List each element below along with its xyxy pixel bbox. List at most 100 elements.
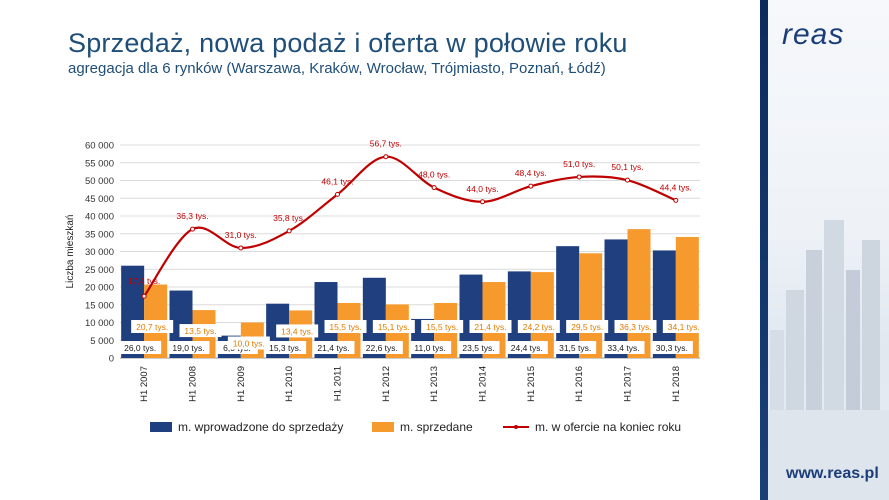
data-label-new-supply: 11,0 tys. <box>414 343 446 353</box>
point-offer <box>190 226 195 232</box>
label-box-new-supply <box>360 341 403 354</box>
data-label-offer: 31,0 tys. <box>225 230 257 240</box>
x-tick-label: H1 2018 <box>671 366 682 402</box>
data-label-offer: 46,1 tys. <box>321 176 353 186</box>
y-axis-title: Liczba mieszkań <box>65 215 76 289</box>
x-tick-label: H1 2012 <box>381 366 392 402</box>
data-label-sold: 29,5 tys. <box>571 322 603 332</box>
x-tick-label: H1 2015 <box>526 366 537 402</box>
legend-swatch-sold <box>372 422 394 432</box>
data-label-new-supply: 30,3 tys. <box>656 343 688 353</box>
label-box-sold <box>227 336 270 350</box>
data-label-sold: 13,4 tys. <box>281 326 313 336</box>
point-offer <box>238 245 244 251</box>
label-box-new-supply <box>264 341 307 354</box>
label-box-new-supply <box>167 341 210 354</box>
legend-label-new-supply: m. wprowadzone do sprzedaży <box>178 420 344 434</box>
y-tick-label: 45 000 <box>85 194 114 205</box>
legend-item-new-supply: m. wprowadzone do sprzedaży <box>150 420 343 434</box>
y-tick-label: 40 000 <box>85 212 114 223</box>
bar-new-supply <box>362 277 386 358</box>
slide-subtitle: agregacja dla 6 rynków (Warszawa, Kraków… <box>68 60 606 77</box>
data-label-offer: 56,7 tys. <box>370 139 402 149</box>
x-tick-label: H1 2008 <box>188 366 199 402</box>
label-box-sold <box>566 320 609 333</box>
website-url: www.reas.pl <box>786 465 879 482</box>
data-label-new-supply: 19,0 tys. <box>172 343 204 353</box>
label-box-new-supply <box>409 341 452 354</box>
legend-item-offer: m. w ofercie na koniec roku <box>503 420 681 434</box>
data-label-new-supply: 22,6 tys. <box>366 343 398 353</box>
point-offer <box>480 199 485 205</box>
label-box-sold <box>469 320 512 333</box>
y-tick-label: 30 000 <box>85 247 114 258</box>
reas-logo: reas <box>782 18 845 51</box>
label-box-sold <box>517 320 560 333</box>
data-label-sold: 15,5 tys. <box>329 322 361 332</box>
data-label-offer: 50,1 tys. <box>611 162 643 172</box>
bar-new-supply <box>507 271 531 358</box>
label-box-new-supply <box>119 341 162 354</box>
label-box-sold <box>324 320 367 333</box>
side-accent-bar <box>760 0 768 500</box>
data-label-new-supply: 24,4 tys. <box>511 343 543 353</box>
data-label-new-supply: 31,5 tys. <box>559 343 591 353</box>
data-label-sold: 10,0 tys. <box>233 339 265 349</box>
y-tick-label: 15 000 <box>85 300 114 311</box>
point-offer <box>383 154 389 160</box>
bar-sold <box>675 236 699 358</box>
y-tick-label: 25 000 <box>85 265 114 276</box>
data-label-sold: 36,3 tys. <box>619 322 651 332</box>
bar-new-supply <box>604 239 628 358</box>
data-label-new-supply: 26,0 tys. <box>124 343 156 353</box>
label-box-sold <box>614 320 657 333</box>
legend-swatch-new-supply <box>150 422 172 432</box>
data-label-sold: 24,2 tys. <box>523 322 555 332</box>
y-tick-label: 10 000 <box>85 318 114 329</box>
legend-swatch-offer <box>503 422 529 432</box>
label-box-new-supply <box>312 341 355 354</box>
point-offer <box>528 183 534 189</box>
x-tick-label: H1 2017 <box>623 366 634 402</box>
y-tick-label: 5 000 <box>90 336 114 347</box>
label-box-sold <box>131 320 174 333</box>
bar-new-supply <box>459 274 483 358</box>
slide-title: Sprzedaż, nowa podaż i oferta w połowie … <box>68 28 628 58</box>
data-label-offer: 17,4 tys. <box>128 276 160 286</box>
point-offer <box>431 185 437 191</box>
label-box-sold <box>662 320 705 333</box>
point-offer <box>335 191 340 197</box>
label-box-sold <box>372 320 415 333</box>
bar-sold <box>530 272 554 358</box>
data-label-sold: 15,1 tys. <box>378 322 410 332</box>
y-tick-label: 35 000 <box>85 229 114 240</box>
data-label-offer: 35,8 tys. <box>273 213 305 223</box>
data-label-offer: 51,0 tys. <box>563 159 595 169</box>
label-box-sold <box>276 324 319 338</box>
data-label-sold: 13,5 tys. <box>184 326 216 336</box>
point-offer <box>576 174 582 180</box>
data-label-sold: 34,1 tys. <box>668 322 700 332</box>
point-offer <box>141 293 147 299</box>
x-tick-label: H1 2016 <box>574 366 585 402</box>
legend-item-sold: m. sprzedane <box>372 420 473 434</box>
point-offer <box>673 197 679 203</box>
label-box-new-supply <box>505 341 548 354</box>
data-label-offer: 36,3 tys. <box>176 211 208 221</box>
y-tick-label: 50 000 <box>85 176 114 187</box>
data-label-offer: 44,0 tys. <box>466 184 498 194</box>
point-offer <box>286 228 292 234</box>
data-label-new-supply: 21,4 tys. <box>317 343 349 353</box>
y-tick-label: 20 000 <box>85 283 114 294</box>
data-label-sold: 15,5 tys. <box>426 322 458 332</box>
city-skyline-image <box>760 220 889 500</box>
bar-sold <box>627 229 651 358</box>
chart: 0 5 000 10 000 15 000 20 000 25 000 30 000 35 0… <box>65 138 705 402</box>
legend-label-sold: m. sprzedane <box>400 420 473 434</box>
label-box-new-supply <box>554 341 597 354</box>
label-box-sold <box>179 324 222 338</box>
y-tick-label: 60 000 <box>85 141 114 152</box>
data-label-new-supply: 15,3 tys. <box>269 343 301 353</box>
data-label-sold: 21,4 tys. <box>474 322 506 332</box>
